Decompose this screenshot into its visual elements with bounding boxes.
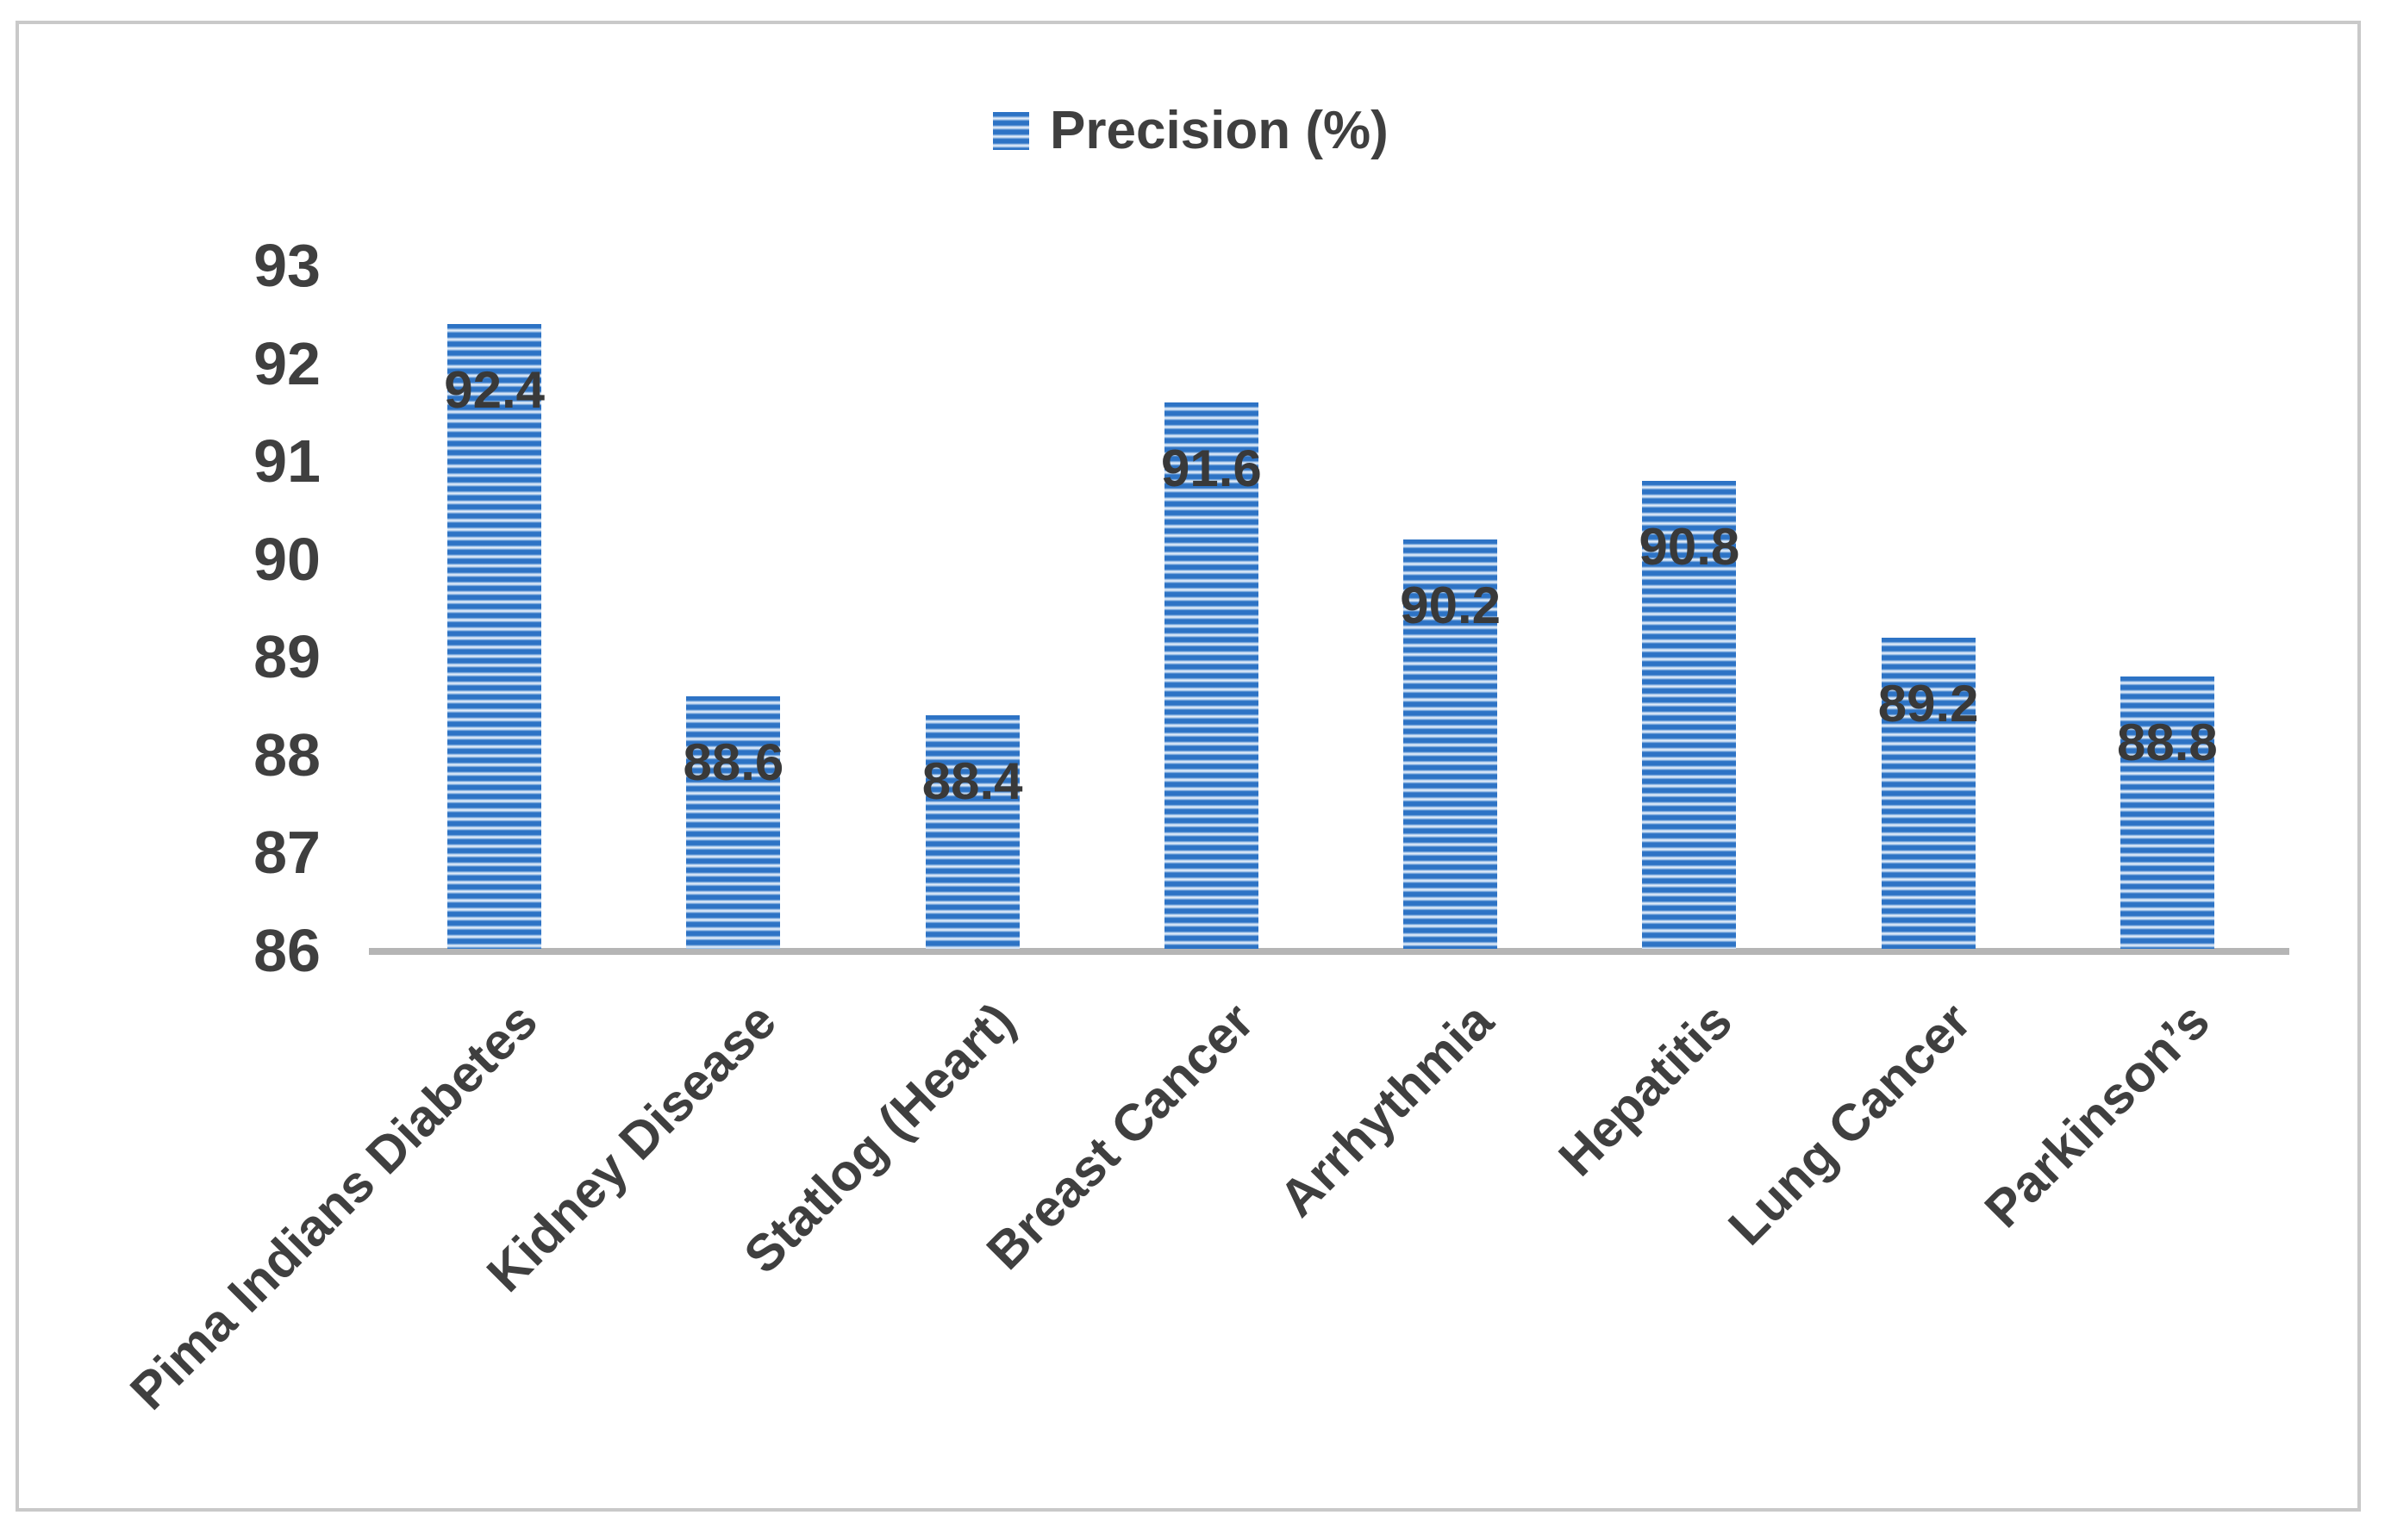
y-axis-tick-label: 88 — [253, 720, 321, 789]
bar-value-label: 88.4 — [921, 752, 1023, 811]
bar-value-label: 90.2 — [1400, 577, 1502, 634]
bar-value-label: 90.8 — [1639, 517, 1740, 576]
bar — [1403, 539, 1498, 949]
bar — [1164, 402, 1258, 949]
legend-swatch-icon — [993, 111, 1029, 150]
bar-value-label: 92.4 — [444, 361, 546, 420]
legend-label: Precision (%) — [1050, 101, 1389, 160]
bar — [2120, 676, 2214, 949]
y-axis-tick-label: 89 — [253, 623, 321, 691]
bar — [925, 715, 1020, 949]
y-axis-tick-label: 87 — [253, 819, 321, 887]
y-axis-tick-label: 86 — [253, 917, 321, 984]
bar — [1881, 637, 1976, 949]
legend: Precision (%) — [993, 100, 1389, 161]
bar-value-label: 91.6 — [1160, 440, 1262, 497]
bar — [1642, 480, 1737, 949]
y-axis-tick-label: 93 — [253, 232, 321, 299]
bar-value-label: 88.8 — [2116, 714, 2218, 771]
bar — [686, 695, 781, 949]
y-axis-tick-label: 90 — [253, 525, 321, 593]
y-axis-tick-label: 92 — [253, 329, 321, 397]
y-axis-tick-label: 91 — [253, 427, 321, 496]
bar-value-label: 88.6 — [683, 733, 784, 791]
bar-value-label: 89.2 — [1877, 674, 1979, 733]
bar — [447, 324, 542, 949]
x-axis-line — [369, 948, 2289, 955]
